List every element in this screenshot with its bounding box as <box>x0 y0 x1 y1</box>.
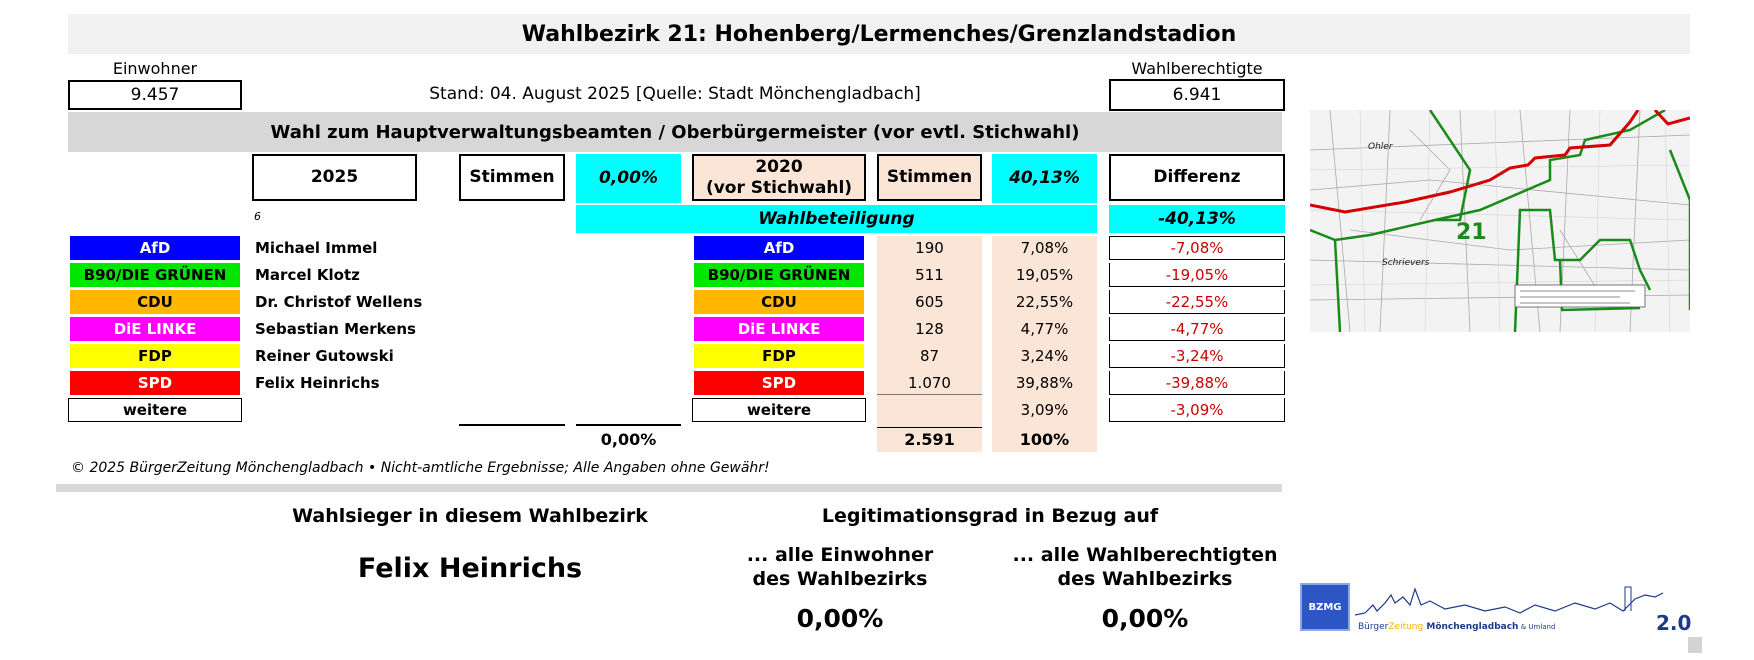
winner-name: Felix Heinrichs <box>357 552 583 584</box>
pct-2020: 22,55% <box>1015 293 1074 311</box>
header-year-2020: 2020 (vor Stichwahl) <box>692 154 866 201</box>
diff-value: -39,88% <box>1109 371 1285 395</box>
legitimation-einwohner-value: 0,00% <box>796 603 884 633</box>
logo-text-mg: Mönchengladbach <box>1423 622 1519 632</box>
diff-value: -7,08% <box>1109 236 1285 260</box>
diff-column-top-border <box>1109 236 1285 237</box>
party-badge-2025: DiE LINKE <box>70 317 240 341</box>
map-label-ohler: Ohler <box>1368 142 1393 152</box>
candidate-name: Marcel Klotz <box>255 266 360 284</box>
wahlberechtigte-label: Wahlberechtigte <box>1131 58 1263 78</box>
pct-2020: 4,77% <box>1020 320 1069 338</box>
party-badge-2020: weitere <box>692 398 866 422</box>
pct-2020: 39,88% <box>1015 374 1074 392</box>
party-badge-2020: B90/DIE GRÜNEN <box>694 263 864 287</box>
header-differenz: Differenz <box>1109 154 1285 201</box>
party-badge-2025: SPD <box>70 371 240 395</box>
bzmg-logo: BZMG BürgerZeitung Mönchengladbach & Uml… <box>1300 575 1700 637</box>
winner-label: Wahlsieger in diesem Wahlbezirk <box>292 505 648 527</box>
page-title: Wahlbezirk 21: Hohenberg/Lermenches/Gren… <box>68 14 1690 54</box>
pct-2020: 19,05% <box>1015 266 1074 284</box>
legitimation-label: Legitimationsgrad in Bezug auf <box>821 505 1159 527</box>
section-title: Wahl zum Hauptverwaltungsbeamten / Oberb… <box>68 112 1282 152</box>
legitimation-col1-line1: ... alle Einwohner <box>746 544 934 566</box>
logo-version: 2.0 <box>1656 611 1692 635</box>
district-map-graphic <box>1310 110 1690 332</box>
header-pct-2025: 0,00% <box>576 154 681 203</box>
wahlbeteiligung-label: Wahlbeteiligung <box>576 205 1097 233</box>
party-badge-2025: FDP <box>70 344 240 368</box>
party-badge-2025: CDU <box>70 290 240 314</box>
candidate-name <box>255 398 555 422</box>
divider <box>56 484 1282 492</box>
logo-badge: BZMG <box>1300 583 1350 631</box>
disclaimer-note: © 2025 BürgerZeitung Mönchengladbach • N… <box>71 460 770 476</box>
wahlberechtigte-value: 6.941 <box>1109 79 1285 111</box>
header-year-2020-line2: (vor Stichwahl) <box>705 177 853 198</box>
logo-text: BürgerZeitung Mönchengladbach & Umland <box>1358 622 1638 636</box>
diff-value: -22,55% <box>1109 290 1285 314</box>
legitimation-col2-line2: des Wahlbezirks <box>1057 568 1233 590</box>
legitimation-col1-line2: des Wahlbezirks <box>752 568 928 590</box>
einwohner-value: 9.457 <box>68 80 242 110</box>
candidate-name: Sebastian Merkens <box>255 320 416 338</box>
party-badge-2020: AfD <box>694 236 864 260</box>
candidate-name: Reiner Gutowski <box>255 347 394 365</box>
logo-text-zeitung: Zeitung <box>1388 622 1424 632</box>
votes-2020: 1.070 <box>877 371 982 395</box>
diff-value: -19,05% <box>1109 263 1285 287</box>
party-badge-2025: weitere <box>68 398 242 422</box>
district-map: Ohler Schrievers 21 <box>1310 110 1690 332</box>
party-badge-2020: SPD <box>694 371 864 395</box>
stand-line: Stand: 04. August 2025 [Quelle: Stadt Mö… <box>429 84 921 104</box>
total-pct-2020: 100% <box>1019 429 1070 449</box>
pct-2020: 3,24% <box>1020 347 1069 365</box>
party-badge-2020: CDU <box>694 290 864 314</box>
wahlbeteiligung-diff: -40,13% <box>1109 205 1285 233</box>
votes-2020 <box>877 398 982 422</box>
map-district-number: 21 <box>1456 220 1487 245</box>
votes-2020: 128 <box>915 320 944 338</box>
votes-2020: 87 <box>919 347 940 365</box>
party-badge-2025: AfD <box>70 236 240 260</box>
pct-2025-total-line <box>576 424 681 426</box>
header-stimmen-2020: Stimmen <box>877 154 982 201</box>
diff-value: -4,77% <box>1109 317 1285 341</box>
candidate-name: Dr. Christof Wellens <box>255 293 423 311</box>
header-year-2020-line1: 2020 <box>755 156 803 177</box>
header-year-2025: 2025 <box>252 154 417 201</box>
header-pct-2020: 40,13% <box>992 154 1097 203</box>
legitimation-wahlberechtigte-value: 0,00% <box>1101 603 1189 633</box>
candidate-name: Michael Immel <box>255 239 378 257</box>
map-label-schrievers: Schrievers <box>1382 258 1430 268</box>
logo-text-buerger: Bürger <box>1358 622 1389 632</box>
skyline-graphic <box>1355 586 1664 616</box>
votes-2020: 190 <box>915 239 944 257</box>
votes-2020: 511 <box>915 266 944 284</box>
diff-value: -3,24% <box>1109 344 1285 368</box>
corner-marker <box>1688 637 1702 653</box>
total-votes-2020: 2.591 <box>877 427 982 451</box>
candidate-name: Felix Heinrichs <box>255 374 380 392</box>
pct-2020-column-bg <box>992 236 1097 452</box>
stimmen-2025-total-line <box>459 424 565 426</box>
pct-2020: 7,08% <box>1020 239 1069 257</box>
party-badge-2025: B90/DIE GRÜNEN <box>70 263 240 287</box>
party-badge-2020: DiE LINKE <box>694 317 864 341</box>
party-badge-2020: FDP <box>694 344 864 368</box>
total-pct-2025: 0,00% <box>600 429 657 449</box>
diff-value: -3,09% <box>1109 398 1285 422</box>
logo-text-umland: & Umland <box>1518 623 1556 631</box>
legitimation-col2-line1: ... alle Wahlberechtigten <box>1012 544 1278 566</box>
votes-2020: 605 <box>915 293 944 311</box>
marker-6: 6 <box>254 210 261 223</box>
pct-2020: 3,09% <box>1020 401 1069 419</box>
einwohner-label: Einwohner <box>112 58 198 78</box>
votes-2020-column-bg <box>877 236 982 452</box>
header-stimmen-2025: Stimmen <box>459 154 565 201</box>
